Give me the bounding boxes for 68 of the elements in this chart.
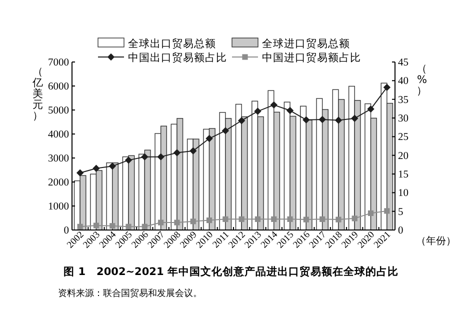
y2-tick-label: 0 (398, 226, 404, 236)
point (368, 210, 374, 216)
point (238, 216, 244, 222)
y2-tick-label: 35 (398, 94, 408, 106)
y-tick-label: 3000 (48, 154, 69, 164)
point (108, 162, 116, 170)
point (351, 114, 358, 122)
point (367, 105, 374, 113)
point (222, 216, 228, 222)
y2-tick-label: 10 (398, 188, 408, 200)
point (383, 84, 391, 91)
point (303, 216, 309, 222)
point (302, 116, 310, 124)
y-tick-label: 5000 (48, 106, 69, 116)
point (157, 153, 164, 160)
legend-label: 全球出口贸易总额 (128, 37, 216, 50)
point (334, 116, 342, 124)
y-tick-label: 6000 (48, 82, 69, 92)
point (190, 218, 196, 224)
legend-label: 中国出口贸易额占比 (128, 51, 227, 64)
x-tick-label: 2021 (372, 230, 394, 251)
x-axis-title: （年份） (416, 235, 456, 247)
point (110, 223, 116, 229)
y2-tick-label: 20 (398, 150, 408, 162)
y2-tick-label: 15 (398, 170, 408, 180)
legend-label: 中国进口贸易额占比 (262, 51, 361, 64)
y-tick-label: 1000 (48, 202, 69, 212)
point (254, 216, 261, 222)
y-tick-label: 7000 (48, 58, 69, 68)
point (173, 149, 181, 156)
point (352, 216, 358, 222)
y-tick-label: 0 (64, 226, 69, 236)
point (206, 217, 212, 224)
y2-tick-label: 25 (398, 132, 408, 144)
text: 资料来源：联合国贸易和发展会议。 (58, 288, 202, 299)
point (174, 220, 180, 226)
y2-tick-label: 45 (398, 58, 408, 68)
y2-tick-label: 30 (398, 114, 408, 124)
point (336, 216, 342, 222)
text: 图 1 2002~2021 年中国文化创意产品进出口贸易额在全球的占比 (64, 265, 398, 278)
point (93, 222, 100, 228)
point (92, 164, 100, 172)
y2-tick-label: 5 (398, 206, 404, 218)
point (142, 224, 148, 230)
y-tick-label: 4000 (48, 130, 69, 140)
y2-axis-title: （%） (416, 63, 428, 97)
point (254, 108, 262, 115)
point (206, 134, 213, 142)
point (190, 147, 197, 154)
point (271, 216, 277, 222)
point (141, 153, 148, 160)
point (124, 156, 132, 164)
point (287, 216, 293, 222)
y-tick-label: 2000 (48, 178, 69, 188)
point (158, 220, 164, 226)
point (76, 169, 84, 176)
point (126, 224, 132, 230)
point (77, 224, 83, 230)
y2-tick-label: 40 (398, 76, 408, 88)
point (270, 101, 278, 109)
point (286, 106, 294, 114)
legend-label: 全球进口贸易总额 (262, 37, 350, 50)
point (222, 127, 230, 134)
point (320, 216, 326, 222)
point (384, 208, 390, 214)
point (238, 117, 246, 124)
point (318, 116, 326, 124)
y-axis-title: （亿美元） (32, 66, 44, 122)
